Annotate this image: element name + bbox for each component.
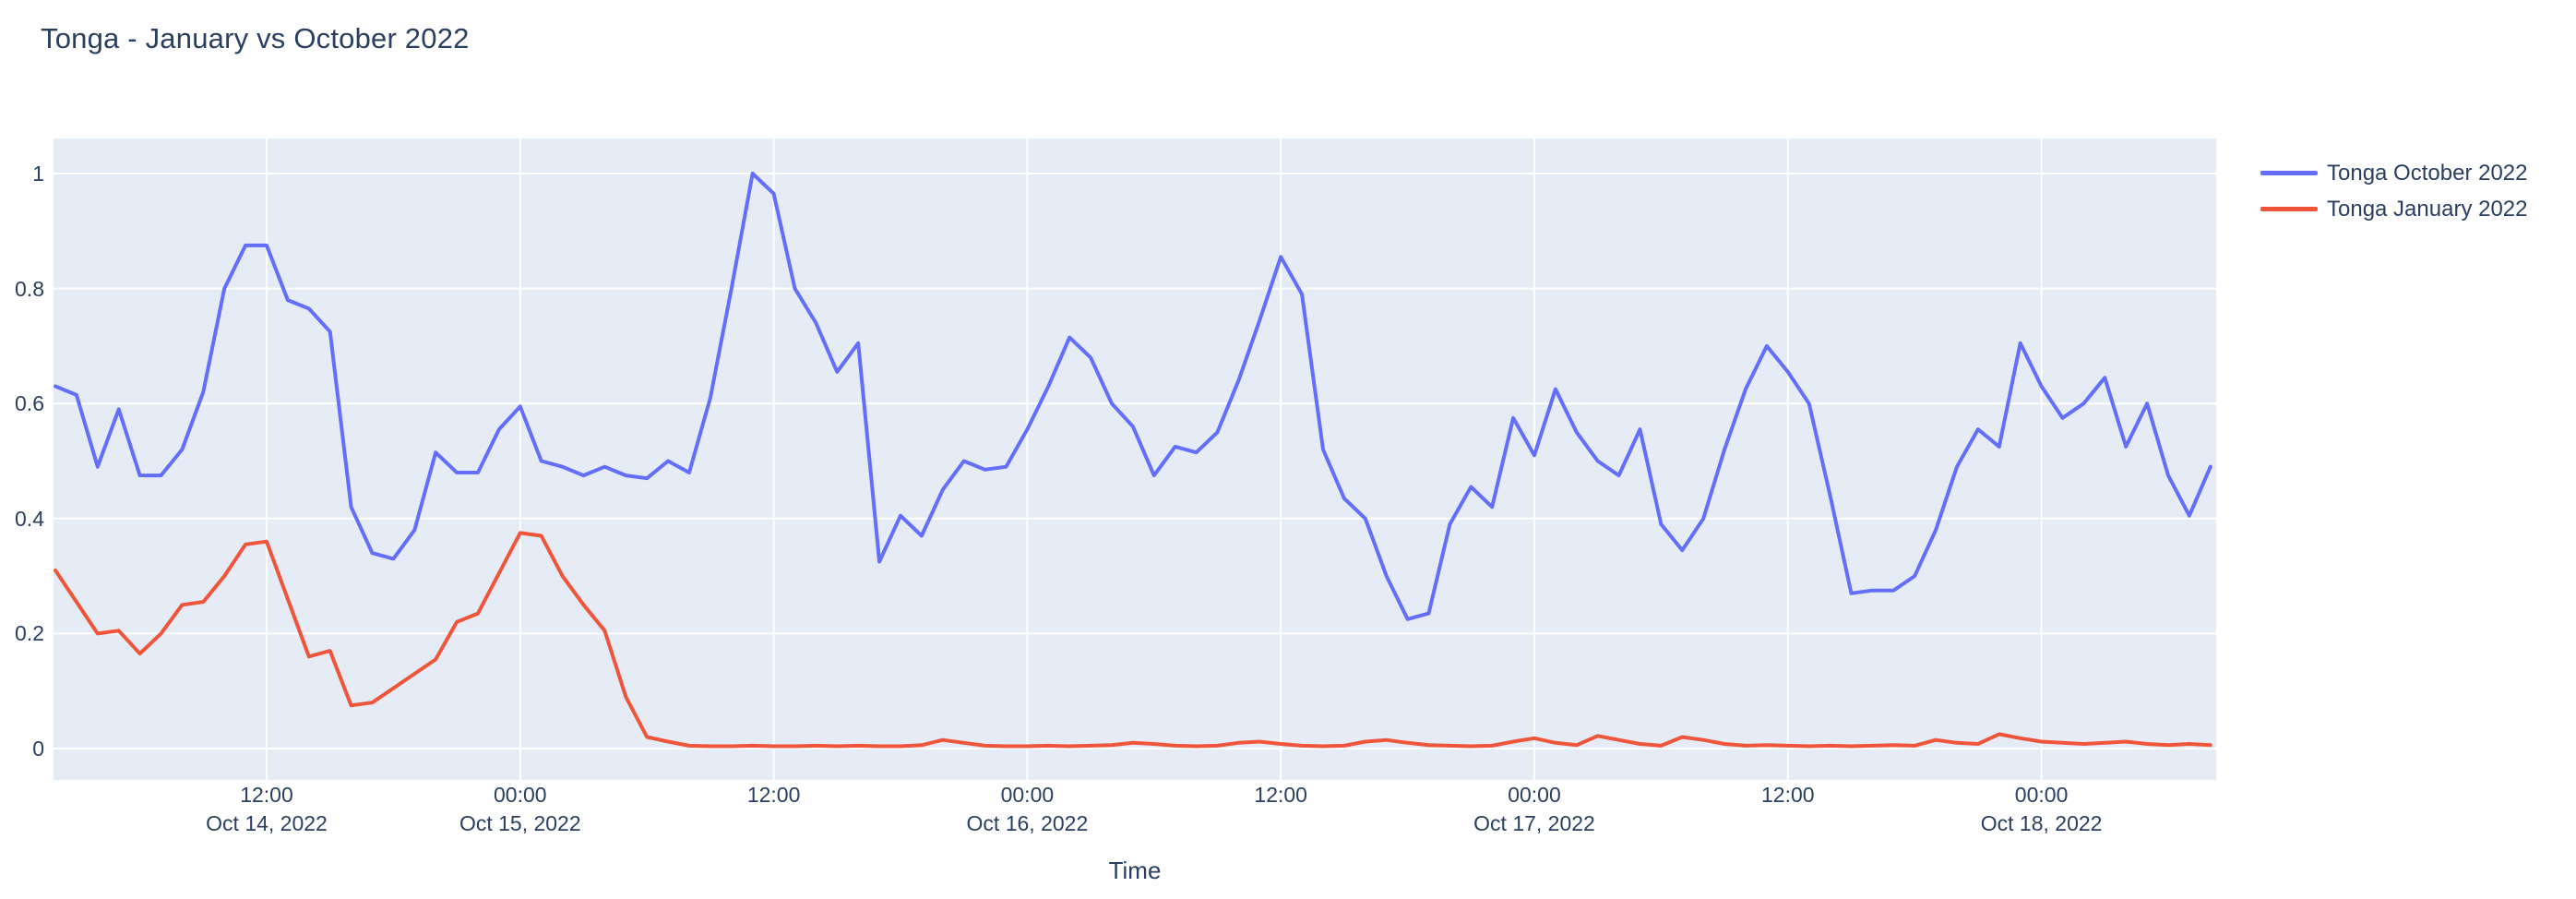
x-axis-title: Time xyxy=(1108,857,1162,884)
legend: Tonga October 2022 Tonga January 2022 xyxy=(2260,155,2528,227)
y-axis-tick-label: 0.8 xyxy=(15,276,44,301)
x-axis-tick: 12:00 xyxy=(1761,782,1815,808)
x-axis-tick-time: 12:00 xyxy=(1254,783,1307,807)
legend-item[interactable]: Tonga October 2022 xyxy=(2260,155,2528,191)
x-axis-tick: 00:00 Oct 18, 2022 xyxy=(1981,782,2103,836)
x-axis-tick-date: Oct 16, 2022 xyxy=(966,811,1089,835)
x-axis-tick-time: 00:00 xyxy=(1000,783,1055,807)
legend-line-sample xyxy=(2260,207,2318,211)
x-axis-tick-time: 12:00 xyxy=(240,783,293,807)
legend-item-label: Tonga January 2022 xyxy=(2327,196,2528,222)
x-axis-tick: 00:00 Oct 15, 2022 xyxy=(459,782,581,836)
x-axis-tick: 12:00 Oct 14, 2022 xyxy=(206,782,328,836)
x-axis-tick-date: Oct 17, 2022 xyxy=(1473,811,1595,835)
x-axis-tick-date: Oct 15, 2022 xyxy=(459,811,581,835)
x-axis-tick: 12:00 xyxy=(747,782,801,808)
legend-item[interactable]: Tonga January 2022 xyxy=(2260,191,2528,227)
x-axis-tick: 00:00 Oct 17, 2022 xyxy=(1473,782,1595,836)
x-axis-tick-time: 00:00 xyxy=(2014,783,2069,807)
x-axis-tick-time: 12:00 xyxy=(746,783,801,807)
y-axis-tick-label: 0.2 xyxy=(15,621,44,646)
plot-area[interactable] xyxy=(54,138,2216,780)
x-axis-tick-date: Oct 14, 2022 xyxy=(206,811,328,835)
series-line-tonga-january-2022[interactable] xyxy=(54,531,2212,749)
page-title: Tonga - January vs October 2022 xyxy=(41,22,470,54)
x-axis-tick-time: 12:00 xyxy=(1761,783,1815,807)
legend-item-label: Tonga October 2022 xyxy=(2327,160,2528,186)
x-axis-tick-time: 00:00 xyxy=(1508,783,1561,807)
y-axis-tick-label: 1 xyxy=(32,162,44,186)
y-axis-tick-label: 0.4 xyxy=(15,506,44,531)
x-axis-tick: 12:00 xyxy=(1254,782,1307,808)
x-axis-tick-time: 00:00 xyxy=(494,783,547,807)
y-axis-tick-label: 0.6 xyxy=(15,391,44,416)
plot-background xyxy=(54,138,2216,780)
x-axis-tick: 00:00 Oct 16, 2022 xyxy=(967,782,1089,836)
y-axis-tick-label: 0 xyxy=(32,737,44,761)
legend-line-sample xyxy=(2260,171,2318,175)
series-line-tonga-october-2022[interactable] xyxy=(54,172,2212,621)
x-axis-tick-date: Oct 18, 2022 xyxy=(1980,811,2103,835)
